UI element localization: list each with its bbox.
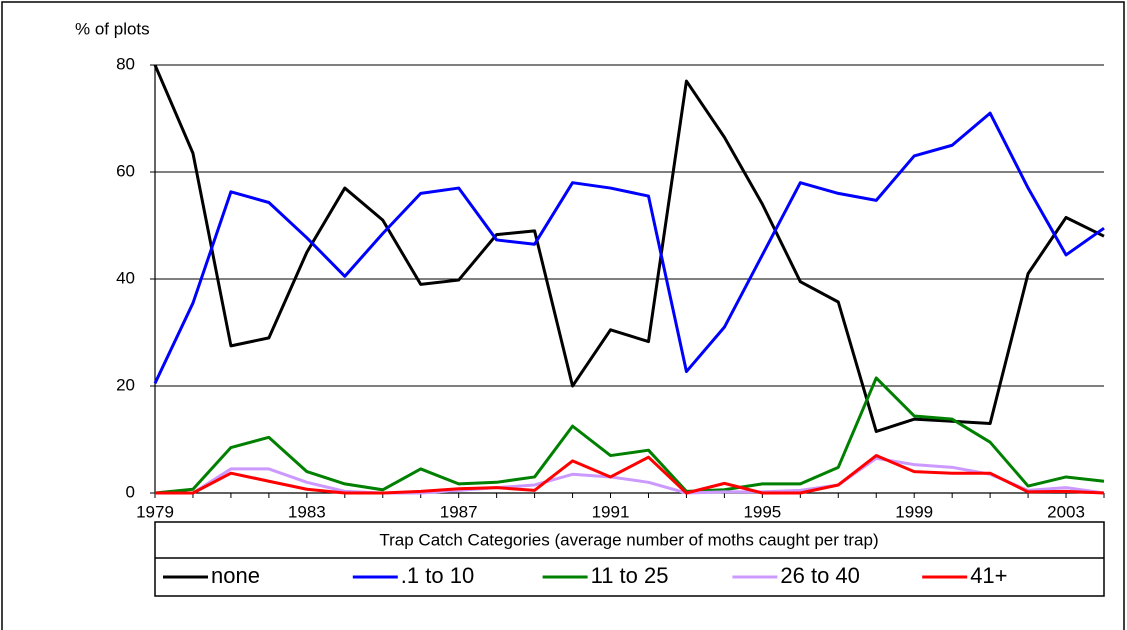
legend-label: none: [211, 563, 260, 588]
series-line: [155, 454, 1105, 495]
x-tick-label: 1979: [136, 502, 174, 521]
legend-label: 41+: [970, 563, 1007, 588]
legend-label: 11 to 25: [591, 563, 669, 588]
y-tick-label: 40: [116, 268, 135, 287]
legend-title: Trap Catch Categories (average number of…: [379, 530, 878, 549]
x-tick-label: 1991: [592, 502, 630, 521]
y-tick-label: 0: [126, 482, 135, 501]
series-line: [153, 64, 1105, 433]
y-tick-label: 60: [116, 161, 135, 180]
y-axis-label: % of plots: [75, 19, 150, 38]
series-line: [154, 376, 1105, 495]
x-tick-label: 1987: [440, 502, 478, 521]
legend-label: 26 to 40: [780, 563, 860, 588]
x-tick-label: 2003: [1047, 502, 1085, 521]
legend-box: [154, 521, 1105, 597]
x-tick-label: 1995: [743, 502, 781, 521]
legend-label: .1 to 10: [401, 563, 474, 588]
series-line: [155, 456, 1105, 495]
series-line: [153, 111, 1105, 384]
y-tick-label: 80: [116, 54, 135, 73]
x-tick-label: 1983: [288, 502, 326, 521]
x-tick-label: 1999: [895, 502, 933, 521]
y-tick-label: 20: [116, 375, 135, 394]
